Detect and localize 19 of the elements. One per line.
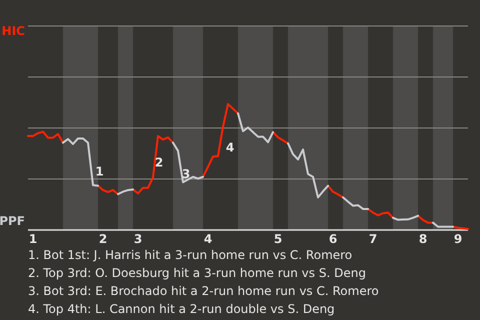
x-tick-label: 7 bbox=[368, 232, 378, 246]
text: 2. Top 3rd: O. Doesburg hit a 3-run home run vs S. Deng bbox=[28, 266, 366, 280]
annotation: 3 bbox=[182, 166, 190, 181]
x-tick-label: 5 bbox=[274, 232, 282, 246]
x-tick-label: 4 bbox=[204, 232, 212, 246]
x-tick-label: 8 bbox=[418, 232, 428, 246]
annotation: 2 bbox=[154, 156, 164, 170]
x-tick-label: 1 bbox=[28, 232, 38, 246]
text: 1. Bot 1st: J. Harris hit a 3-run home run vs C. Romero bbox=[28, 248, 352, 262]
text: HIC bbox=[2, 24, 26, 38]
x-tick-label: 9 bbox=[454, 232, 462, 246]
x-tick-label: 2 bbox=[98, 232, 108, 246]
text: PPF bbox=[0, 214, 25, 228]
annotation: 1 bbox=[95, 164, 104, 178]
text: 4. Top 4th: L. Cannon hit a 2-run double vs S. Deng bbox=[28, 302, 335, 316]
x-tick-label: 3 bbox=[134, 232, 142, 246]
x-tick-label: 6 bbox=[328, 232, 338, 246]
annotation: 4 bbox=[226, 140, 234, 154]
text: 3. Bot 3rd: E. Brochado hit a 2-run home run vs C. Romero bbox=[28, 284, 379, 298]
